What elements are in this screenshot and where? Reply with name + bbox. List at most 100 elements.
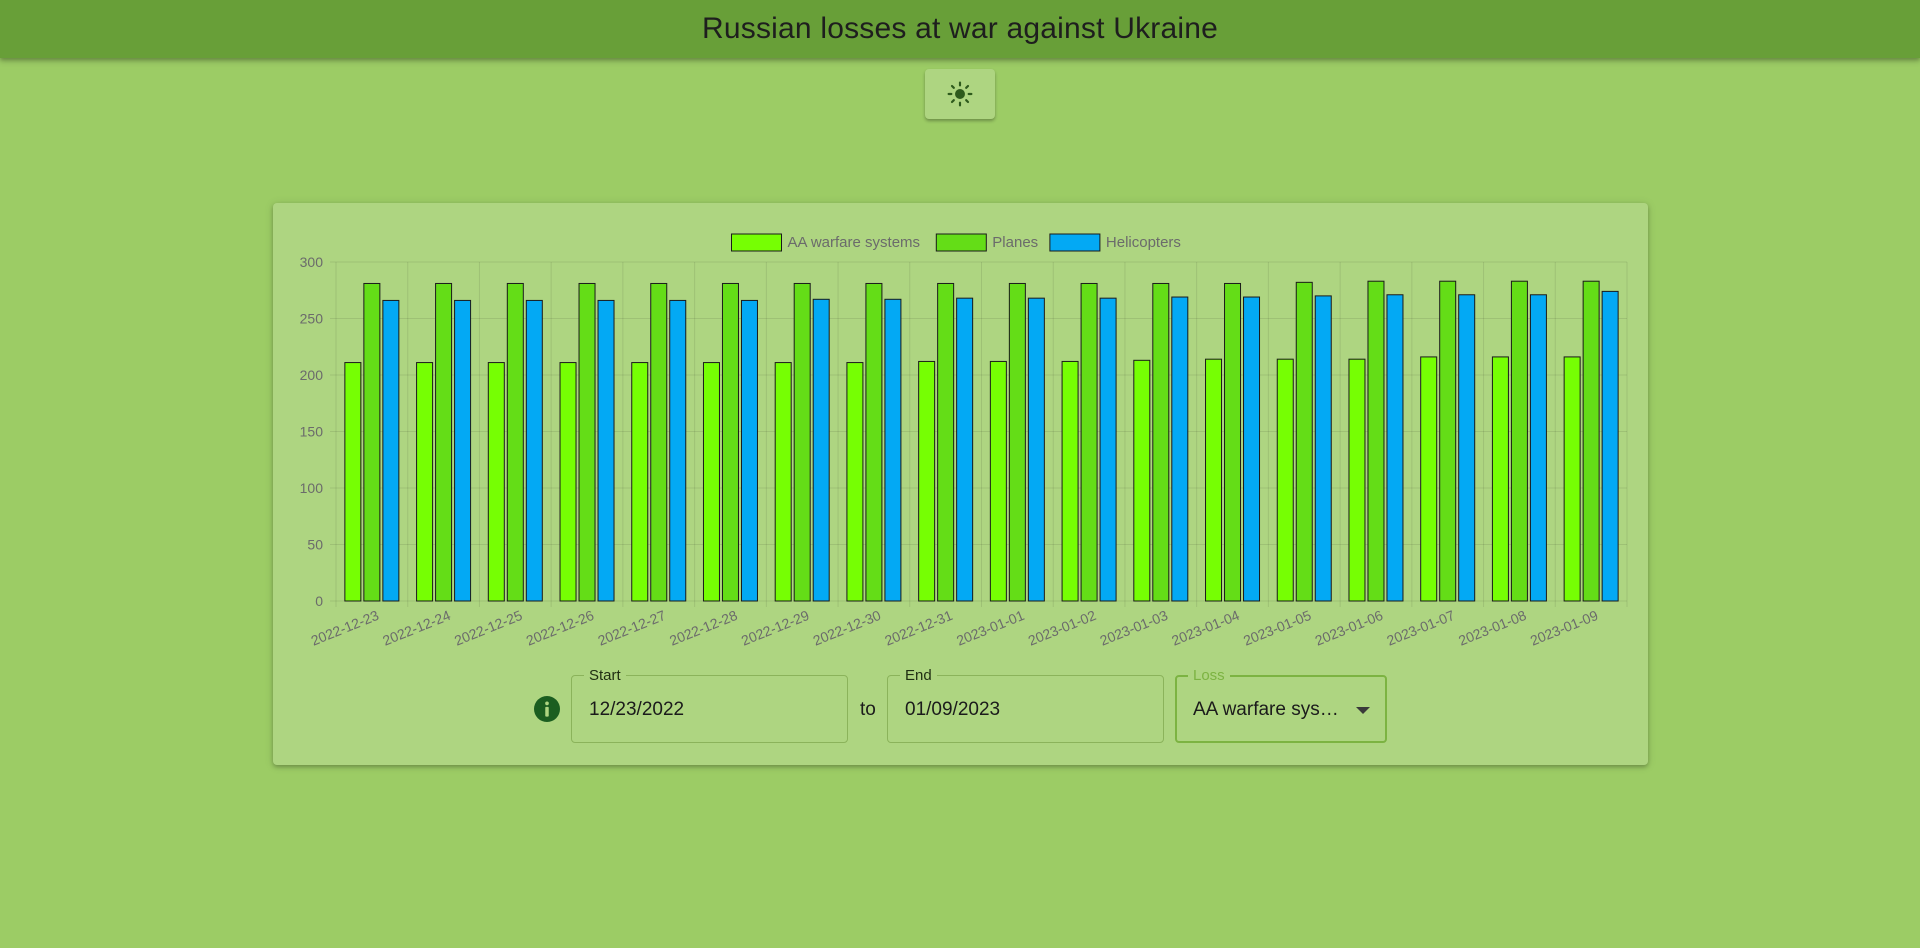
bar xyxy=(812,298,830,602)
start-date-label: Start xyxy=(584,668,626,684)
end-date-label: End xyxy=(900,668,937,684)
bar xyxy=(1420,356,1438,602)
x-tick-label: 2023-01-07 xyxy=(1384,607,1457,649)
bar xyxy=(1152,282,1170,602)
loss-select[interactable]: Loss AA warfare systems xyxy=(1175,668,1387,743)
bar xyxy=(1008,282,1026,602)
start-date-input[interactable]: 12/23/2022 xyxy=(589,699,685,720)
end-date-field[interactable]: End 01/09/2023 xyxy=(887,668,1164,743)
x-tick-label: 2022-12-28 xyxy=(667,607,740,649)
bar xyxy=(1276,358,1294,602)
bar xyxy=(1458,294,1476,602)
x-tick-label: 2022-12-29 xyxy=(739,607,812,649)
theme-toggle-button[interactable] xyxy=(925,69,995,119)
x-tick-label: 2022-12-31 xyxy=(882,607,955,649)
info-icon[interactable] xyxy=(534,696,560,722)
bar xyxy=(1367,280,1385,602)
y-tick-label: 100 xyxy=(300,480,324,496)
bar xyxy=(865,282,883,602)
bar xyxy=(1582,280,1600,602)
x-tick-label: 2022-12-26 xyxy=(524,607,597,649)
bar xyxy=(344,362,362,602)
bar xyxy=(1510,280,1528,602)
start-date-field[interactable]: Start 12/23/2022 xyxy=(571,668,848,743)
y-tick-label: 250 xyxy=(300,311,324,327)
y-tick-label: 150 xyxy=(300,424,324,440)
y-tick-label: 300 xyxy=(300,254,324,270)
x-tick-label: 2022-12-23 xyxy=(309,607,382,649)
y-tick-label: 50 xyxy=(307,537,323,553)
legend-swatch xyxy=(935,233,987,252)
bar xyxy=(1386,294,1404,602)
x-tick-label: 2023-01-09 xyxy=(1528,607,1601,649)
bar xyxy=(416,362,434,602)
bar xyxy=(1099,297,1117,602)
y-tick-label: 0 xyxy=(315,593,323,609)
bar xyxy=(435,282,453,602)
page-title: Russian losses at war against Ukraine xyxy=(702,12,1218,45)
bar xyxy=(721,282,739,602)
x-tick-label: 2023-01-05 xyxy=(1241,607,1314,649)
bar xyxy=(1314,295,1332,602)
bar xyxy=(1205,358,1223,602)
bar xyxy=(597,299,615,602)
bar xyxy=(525,299,543,602)
legend-swatch xyxy=(731,233,782,252)
bar xyxy=(1563,356,1581,602)
x-tick-label: 2022-12-30 xyxy=(811,607,884,649)
legend-label: Planes xyxy=(992,234,1038,251)
x-tick-label: 2022-12-24 xyxy=(380,607,453,649)
bar xyxy=(1243,296,1261,602)
x-tick-label: 2023-01-08 xyxy=(1456,607,1529,649)
bar xyxy=(918,360,936,602)
bar xyxy=(884,298,902,602)
bar xyxy=(631,362,649,602)
legend-label: Helicopters xyxy=(1106,234,1181,251)
bar xyxy=(487,362,505,602)
x-tick-label: 2022-12-25 xyxy=(452,607,525,649)
bar xyxy=(1295,281,1313,602)
bar xyxy=(1171,296,1189,602)
bar xyxy=(506,282,524,602)
bar xyxy=(846,362,864,602)
bar xyxy=(937,282,955,602)
range-separator: to xyxy=(860,699,876,720)
x-tick-label: 2023-01-04 xyxy=(1169,607,1242,649)
bar xyxy=(1027,297,1045,602)
legend-swatch xyxy=(1049,233,1101,252)
x-tick-label: 2023-01-06 xyxy=(1313,607,1386,649)
filter-controls: Start 12/23/2022 to End 01/09/2023 Loss … xyxy=(273,203,1648,765)
bar xyxy=(1224,282,1242,602)
bar xyxy=(669,299,687,602)
x-tick-label: 2022-12-27 xyxy=(595,607,668,649)
bar xyxy=(650,282,668,602)
chart-card: 0 50 100 150 200 250 300 2022-12-23 2022-12-24 20… xyxy=(273,203,1648,765)
bar xyxy=(1348,358,1366,602)
bar xyxy=(1080,282,1098,602)
legend-label: AA warfare systems xyxy=(788,234,921,251)
app-bar: Russian losses at war against Ukraine xyxy=(0,0,1920,58)
bar xyxy=(774,362,792,602)
bar xyxy=(793,282,811,602)
x-tick-label: 2023-01-02 xyxy=(1026,607,1099,649)
bar xyxy=(363,282,381,602)
loss-select-value[interactable]: AA warfare systems xyxy=(1193,699,1343,720)
bar xyxy=(1061,360,1079,602)
x-tick-label: 2023-01-01 xyxy=(954,607,1027,649)
x-tick-label: 2023-01-03 xyxy=(1098,607,1171,649)
y-tick-label: 200 xyxy=(300,367,324,383)
bar xyxy=(1439,280,1457,602)
bar xyxy=(1601,290,1619,602)
bar xyxy=(740,299,758,602)
loss-select-label: Loss xyxy=(1188,668,1230,684)
bar xyxy=(956,297,974,602)
bar xyxy=(1491,356,1509,602)
chevron-down-icon[interactable] xyxy=(1356,707,1370,714)
bar xyxy=(454,299,472,602)
bar xyxy=(1529,294,1547,602)
bar xyxy=(559,362,577,602)
bar xyxy=(702,362,720,602)
bar xyxy=(989,360,1007,602)
end-date-input[interactable]: 01/09/2023 xyxy=(905,699,1001,720)
